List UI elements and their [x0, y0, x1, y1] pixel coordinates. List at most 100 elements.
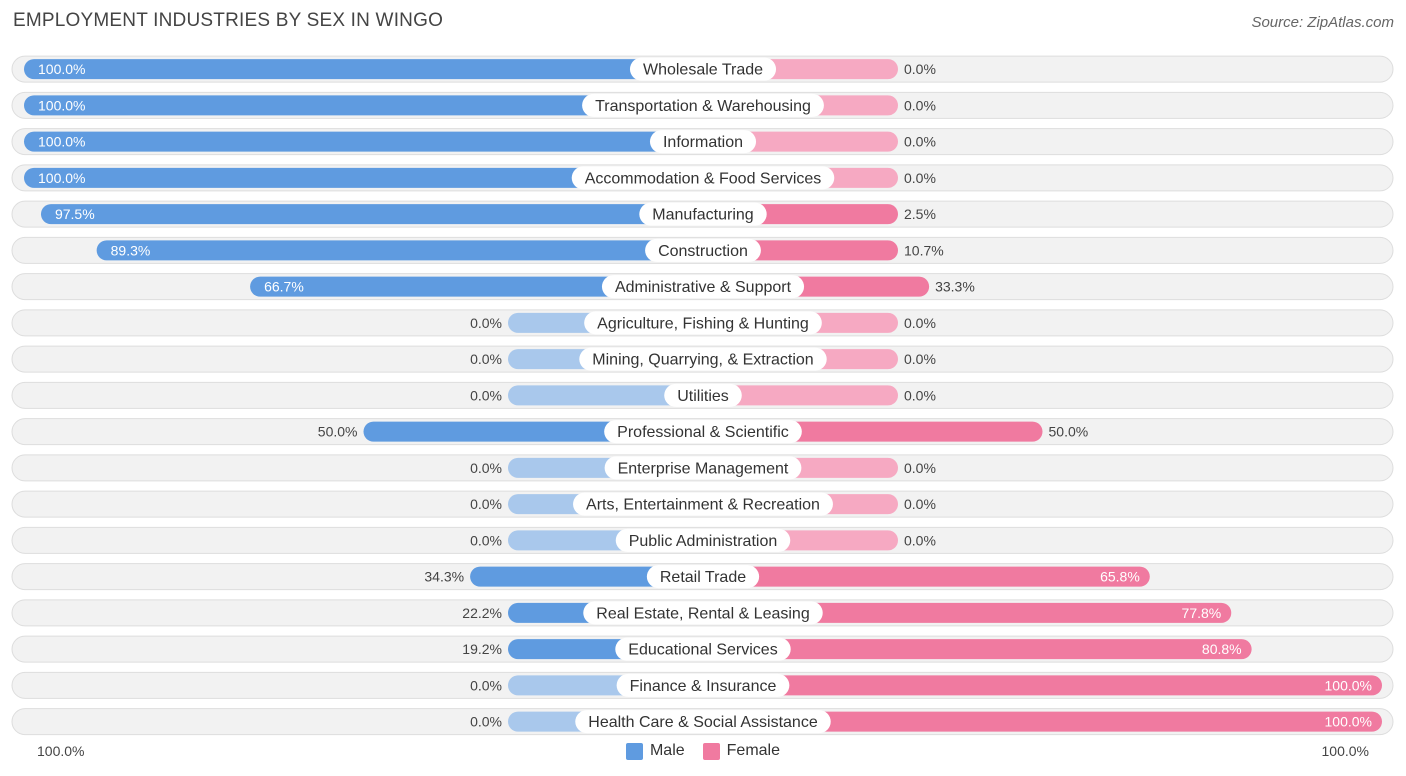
axis-left-label: 100.0%	[37, 743, 85, 759]
bar-row: 0.0% 0.0% Agriculture, Fishing & Hunting	[11, 309, 1394, 337]
legend: Male Female	[0, 742, 1406, 760]
category-label-pill	[604, 420, 802, 444]
female-value-label: 0.0%	[904, 496, 936, 512]
category-label: Arts, Entertainment & Recreation	[586, 497, 820, 514]
female-value-label: 50.0%	[1049, 424, 1089, 440]
category-label-pill	[664, 383, 742, 407]
female-value-label: 0.0%	[904, 351, 936, 367]
category-label: Information	[663, 134, 743, 151]
bar-row: 100.0% 0.0% Information	[11, 128, 1394, 156]
male-bar	[250, 276, 703, 297]
legend-label-female: Female	[726, 742, 781, 759]
bar-row: 100.0% 0.0% Wholesale Trade	[11, 55, 1394, 83]
category-label: Utilities	[677, 388, 729, 405]
female-bar	[703, 566, 1150, 587]
female-value-label: 0.0%	[904, 315, 936, 331]
male-value-label: 19.2%	[462, 641, 502, 657]
category-label-pill	[601, 275, 805, 299]
category-label-pill	[604, 456, 802, 480]
category-label-pill	[582, 93, 824, 117]
bar-row: 0.0% 0.0% Utilities	[11, 381, 1394, 409]
female-value-label: 65.8%	[1100, 569, 1140, 585]
male-value-label: 100.0%	[38, 61, 85, 77]
male-value-label: 50.0%	[318, 424, 358, 440]
male-value-label: 0.0%	[470, 460, 502, 476]
category-label-pill	[639, 202, 767, 226]
category-label-pill	[645, 238, 761, 262]
category-label-pill	[573, 492, 833, 516]
female-bar	[703, 602, 1232, 623]
category-label: Professional & Scientific	[617, 424, 789, 441]
legend-item-male[interactable]: Male	[625, 742, 685, 760]
female-value-label: 0.0%	[904, 460, 936, 476]
legend-swatch-female	[702, 742, 720, 760]
category-label-pill	[646, 565, 760, 589]
category-label: Accommodation & Food Services	[585, 170, 822, 187]
male-bar	[470, 566, 703, 587]
bar-row: 22.2% 77.8% Real Estate, Rental & Leasing	[11, 599, 1394, 627]
category-label: Enterprise Management	[618, 460, 789, 477]
female-value-label: 2.5%	[904, 206, 936, 222]
female-value-label: 0.0%	[904, 134, 936, 150]
male-value-label: 0.0%	[470, 677, 502, 693]
category-label: Manufacturing	[652, 207, 753, 224]
category-label: Public Administration	[629, 533, 778, 550]
male-value-label: 22.2%	[462, 605, 502, 621]
female-bar	[703, 639, 1252, 660]
male-value-label: 66.7%	[264, 279, 304, 295]
male-bar	[24, 59, 703, 80]
category-label-pill	[615, 528, 791, 552]
category-label-pill	[615, 637, 791, 661]
male-bar	[24, 167, 703, 188]
category-label: Mining, Quarrying, & Extraction	[592, 352, 813, 369]
female-value-label: 0.0%	[904, 97, 936, 113]
bar-row: 97.5% 2.5% Manufacturing	[11, 200, 1394, 228]
female-bar	[703, 675, 1382, 696]
category-label: Retail Trade	[660, 569, 746, 586]
chart-svg: 100.0% 0.0% Wholesale Trade 100.0% 0.0% Trans…	[11, 55, 1394, 736]
bar-row: 0.0% 0.0% Mining, Quarrying, & Extraction	[11, 345, 1394, 373]
bar-row: 0.0% 0.0% Arts, Entertainment & Recreation	[11, 490, 1394, 518]
male-value-label: 100.0%	[38, 170, 85, 186]
category-label-pill	[584, 311, 822, 335]
bar-row: 100.0% 0.0% Transportation & Warehousing	[11, 91, 1394, 119]
male-bar	[96, 240, 703, 261]
male-value-label: 34.3%	[424, 569, 464, 585]
bar-row: 66.7% 33.3% Administrative & Support	[11, 273, 1394, 301]
axis-right-label: 100.0%	[1321, 743, 1369, 759]
category-label: Construction	[658, 243, 748, 260]
source-label: Source: ZipAtlas.com	[1251, 14, 1394, 31]
category-label: Administrative & Support	[615, 279, 792, 296]
male-value-label: 0.0%	[470, 714, 502, 730]
category-label: Educational Services	[628, 642, 777, 659]
female-value-label: 80.8%	[1202, 641, 1242, 657]
bar-row: 0.0% 100.0% Finance & Insurance	[11, 671, 1394, 699]
male-value-label: 97.5%	[55, 206, 95, 222]
category-label: Agriculture, Fishing & Hunting	[597, 315, 809, 332]
bar-row: 100.0% 0.0% Accommodation & Food Services	[11, 164, 1394, 192]
male-value-label: 0.0%	[470, 496, 502, 512]
male-value-label: 0.0%	[470, 351, 502, 367]
female-value-label: 0.0%	[904, 387, 936, 403]
male-value-label: 100.0%	[38, 97, 85, 113]
category-label-pill	[629, 57, 777, 81]
male-value-label: 0.0%	[470, 532, 502, 548]
bar-row: 19.2% 80.8% Educational Services	[11, 635, 1394, 663]
category-label-pill	[649, 130, 757, 154]
bar-row: 0.0% 100.0% Health Care & Social Assistanc…	[11, 708, 1394, 736]
female-value-label: 100.0%	[1325, 677, 1372, 693]
legend-item-female[interactable]: Female	[702, 742, 781, 760]
male-bar	[40, 204, 704, 225]
female-value-label: 0.0%	[904, 61, 936, 77]
female-value-label: 0.0%	[904, 532, 936, 548]
bar-row: 0.0% 0.0% Enterprise Management	[11, 454, 1394, 482]
bar-row: 89.3% 10.7% Construction	[11, 236, 1394, 264]
female-bar	[703, 711, 1382, 732]
female-value-label: 77.8%	[1182, 605, 1222, 621]
male-bar	[24, 131, 703, 152]
category-label-pill	[579, 347, 827, 371]
category-label: Health Care & Social Assistance	[588, 714, 818, 731]
legend-swatch-male	[625, 742, 643, 760]
male-value-label: 0.0%	[470, 387, 502, 403]
chart-title: EMPLOYMENT INDUSTRIES BY SEX IN WINGO	[13, 10, 444, 31]
